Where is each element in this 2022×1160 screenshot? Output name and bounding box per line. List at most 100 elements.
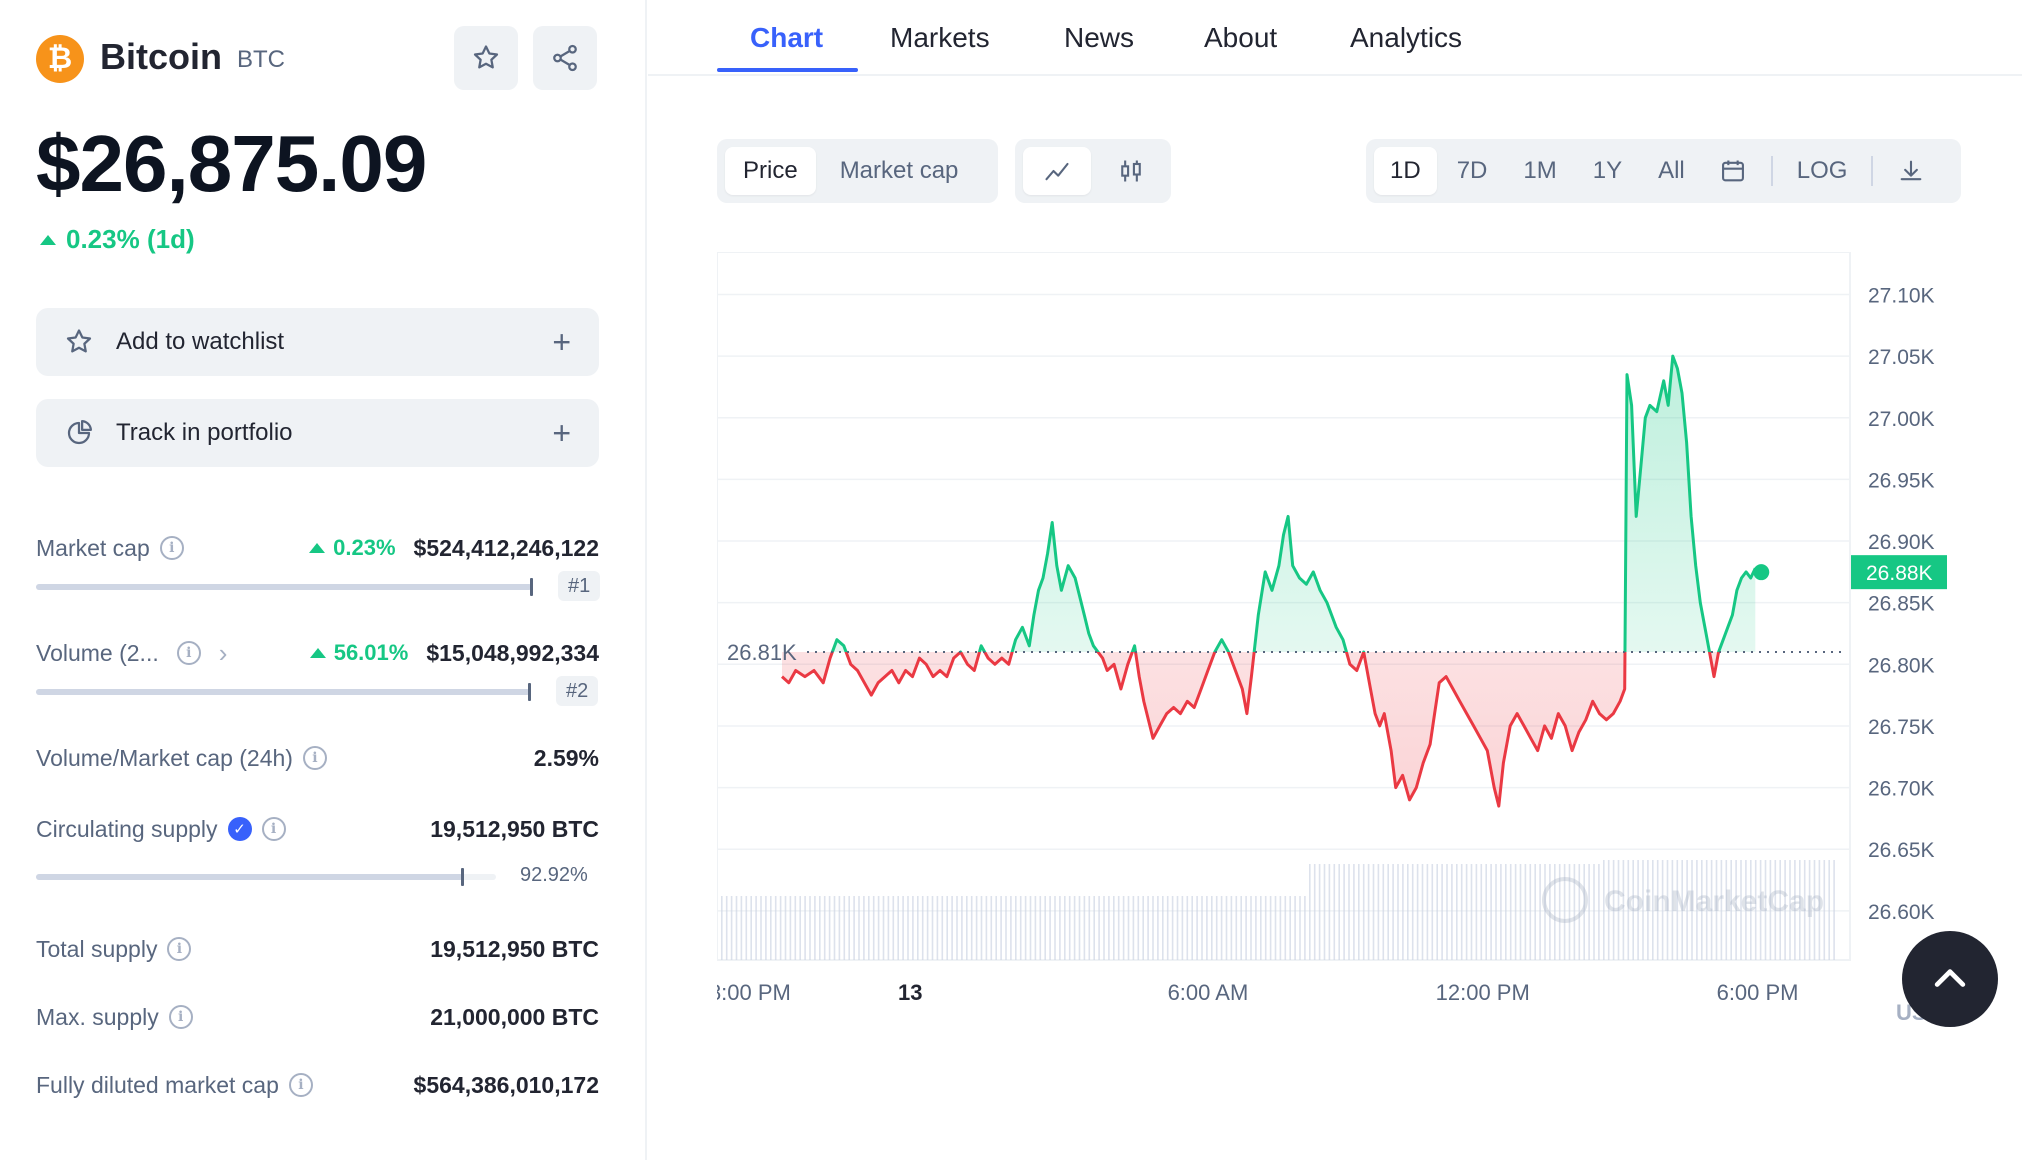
volume-bar [1064,896,1066,960]
volume-bar [784,896,787,960]
volume-bar [1088,896,1091,960]
range-1d-button[interactable]: 1D [1374,147,1437,195]
candlestick-chart-button[interactable] [1097,147,1165,195]
tab-news[interactable]: News [1064,22,1135,53]
plus-icon: + [552,415,571,451]
download-button[interactable] [1883,147,1939,195]
range-1m-button[interactable]: 1M [1523,157,1557,184]
volume-bar [990,896,993,960]
volume-bar [1808,860,1811,960]
add-to-watchlist-button[interactable]: Add to watchlist + [36,308,599,376]
volume-bar [941,896,944,960]
volume-bar [1759,860,1762,960]
coin-symbol: BTC [237,46,285,73]
tab-analytics[interactable]: Analytics [1350,22,1463,53]
favorite-button[interactable] [454,26,518,90]
tab-about[interactable]: About [1204,22,1278,53]
fully-diluted-market-cap-label: Fully diluted market cap i [36,1072,313,1099]
volume-bar [1539,864,1541,960]
volume-label: Volume (2... i › [36,638,227,669]
volume-bar [1015,896,1017,960]
volume-bar [1681,860,1683,960]
volume-bar [1661,860,1664,960]
scroll-to-top-button[interactable] [1902,931,1998,1027]
volume-bar [833,896,836,960]
volume-bar [868,896,870,960]
volume-bar [779,896,782,960]
volume-bar [1421,864,1424,960]
volume-rank-badge: #2 [556,676,599,706]
date-picker-button[interactable] [1705,147,1761,195]
volume-bar [966,896,968,960]
volume-bar [1764,860,1767,960]
volume-bar [1480,864,1483,960]
market-cap-bar-fill [36,584,532,590]
info-icon[interactable]: i [159,536,184,560]
range-all-button[interactable]: All [1658,157,1685,184]
volume-bar [1495,864,1497,960]
volume-bar [1485,864,1487,960]
info-icon[interactable]: i [176,641,201,665]
volume-bar [1715,860,1718,960]
volume-bar [1343,864,1345,960]
volume-bar [1514,864,1517,960]
info-icon[interactable]: i [167,937,192,961]
circulating-supply-bar [36,868,496,886]
market-cap-change-value: 0.23% [333,535,396,560]
divider [1871,156,1874,186]
volume-bar [1348,864,1350,960]
info-icon[interactable]: i [302,746,327,770]
share-button[interactable] [533,26,597,90]
info-icon[interactable]: i [168,1005,193,1029]
volume-bar [1215,896,1218,960]
pie-chart-icon [67,420,92,445]
volume-bar [1019,896,1022,960]
range-1y-button[interactable]: 1Y [1592,157,1623,184]
volume-bar [1093,896,1095,960]
volume-bar [1309,864,1311,960]
volume-bar [1083,896,1086,960]
volume-bar [1725,860,1728,960]
line-chart-button[interactable] [1023,147,1091,195]
volume-bar [1745,860,1747,960]
market-cap-row: Market cap i 0.23% $524,412,246,122 [36,531,599,565]
volume-bar [1029,896,1032,960]
track-in-portfolio-button[interactable]: Track in portfolio + [36,399,599,467]
volume-bar [1456,864,1458,960]
volume-bar [1206,896,1208,960]
volume-bar [1573,864,1576,960]
log-scale-button[interactable]: LOG [1796,157,1848,184]
volume-label-text: Volume (2... [36,639,159,666]
market-cap-bar [36,578,533,596]
volume-bar [1416,864,1419,960]
volume-bar [1500,864,1502,960]
y-tick-label: 27.10K [1868,284,1935,307]
circulating-supply-value: 19,512,950 BTC [430,815,599,842]
market-cap-metric-button[interactable]: Market cap [839,157,959,184]
chevron-right-icon[interactable]: › [218,637,228,668]
volume-bar [1750,860,1752,960]
volume-bars [721,860,1835,960]
tab-chart[interactable]: Chart [750,22,824,53]
volume-bar [907,896,909,960]
volume-bar [1735,860,1737,960]
volume-bar [1431,864,1434,960]
volume-bar [1475,864,1478,960]
volume-bar [1078,896,1081,960]
volume-bar [1274,896,1277,960]
download-icon [1901,160,1922,181]
info-icon[interactable]: i [288,1073,313,1097]
market-cap-label-text: Market cap [36,534,150,561]
circulating-supply-bar-fill [36,874,464,880]
price-chart[interactable]: 27.10K 27.05K 27.00K 26.95K 26.90K 26.85K 26.8… [717,252,1947,1022]
market-cap-label: Market cap i [36,535,184,562]
volume-bar [1103,896,1105,960]
volume-bar [1372,864,1375,960]
price-metric-button[interactable]: Price [725,147,816,195]
info-icon[interactable]: i [261,817,286,841]
volume-bar [725,896,728,960]
volume-market-cap-label: Volume/Market cap (24h) i [36,745,327,772]
volume-bar [1034,896,1037,960]
tab-markets[interactable]: Markets [890,22,990,53]
range-7d-button[interactable]: 7D [1456,157,1488,184]
